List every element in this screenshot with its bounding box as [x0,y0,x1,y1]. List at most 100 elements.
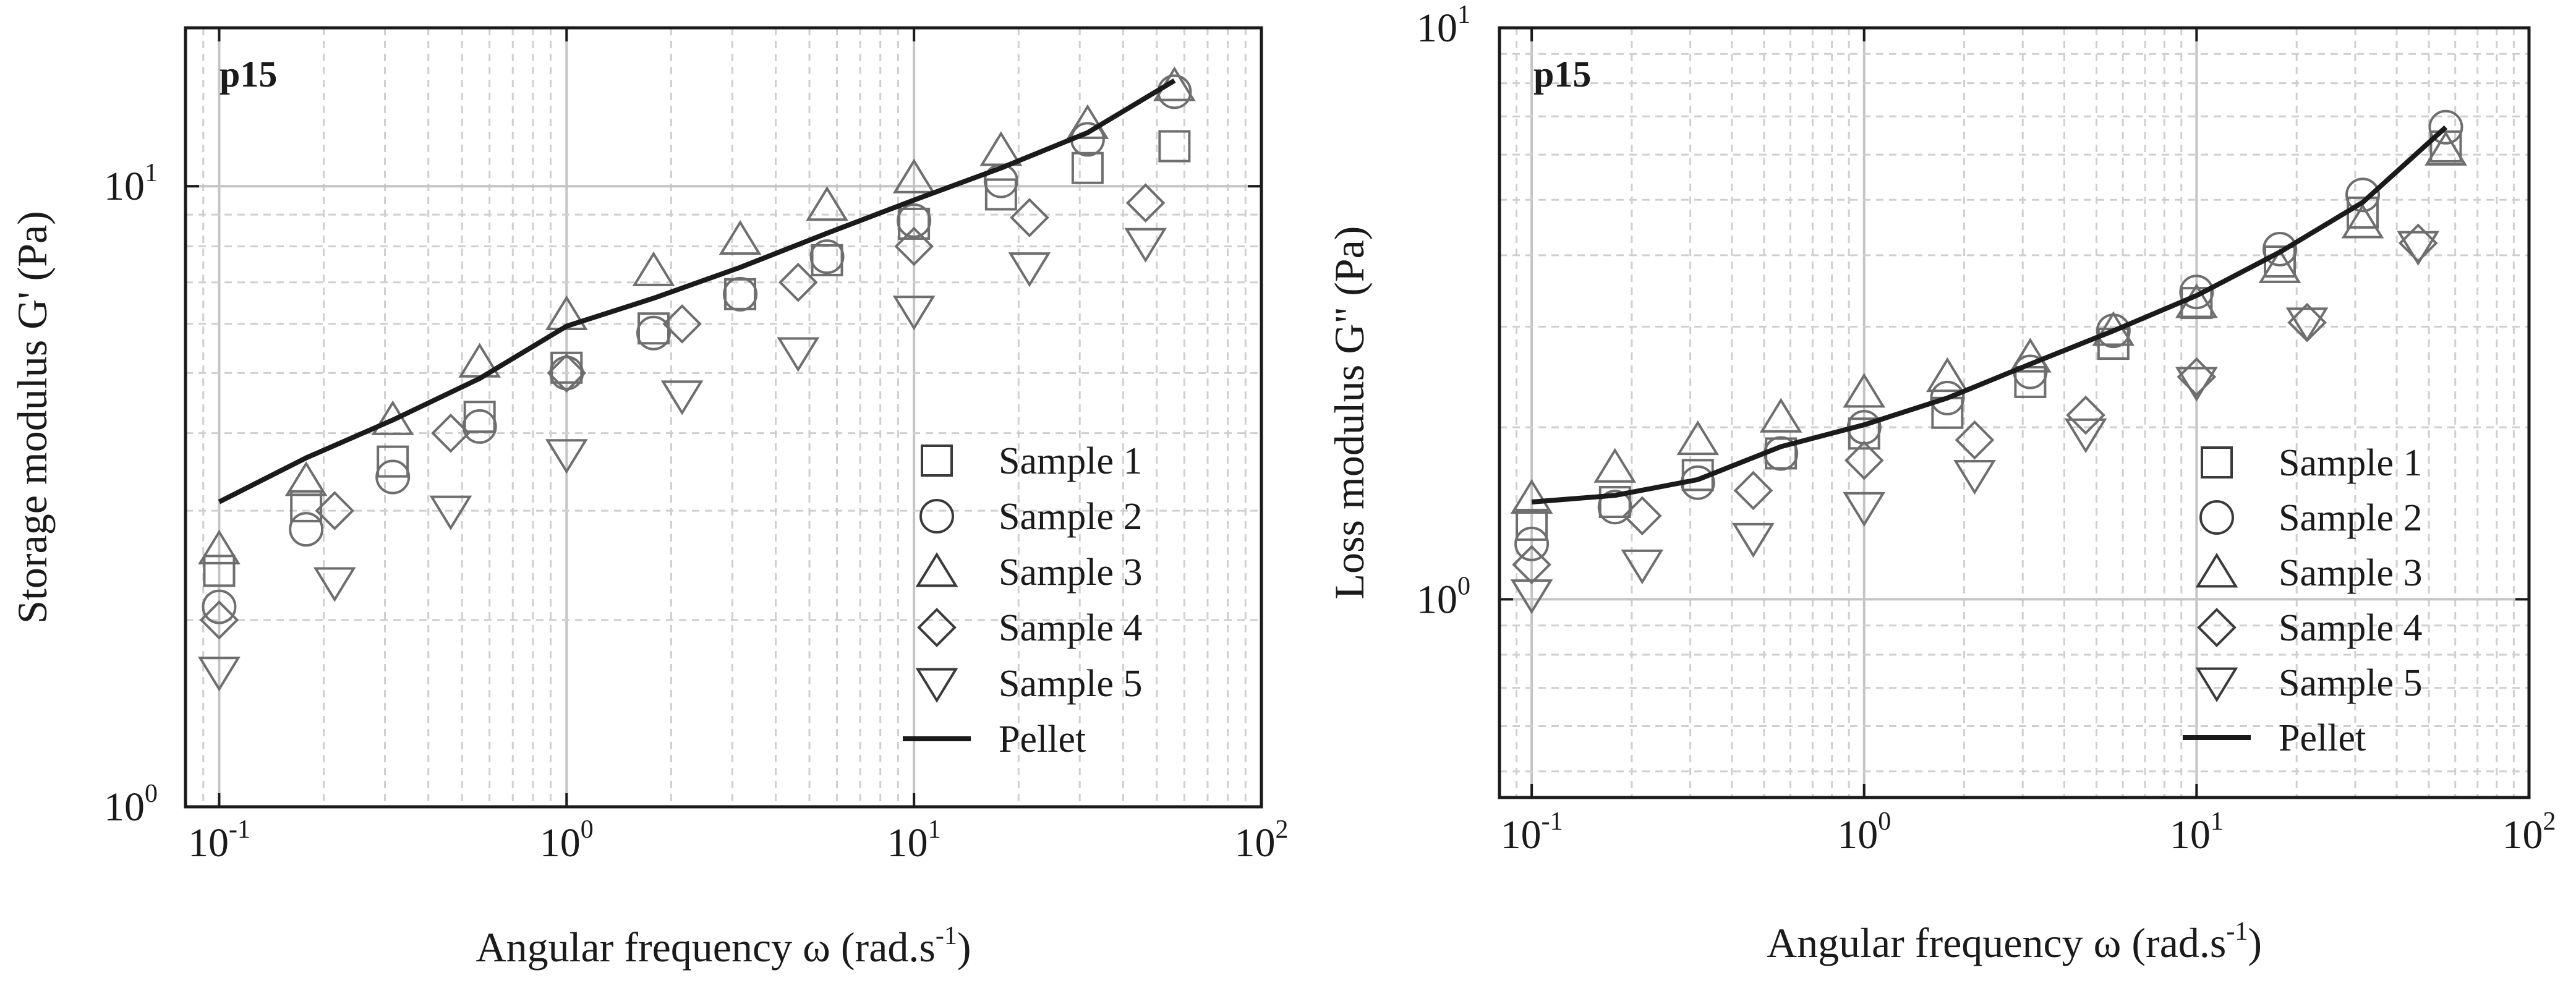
legend-marker [915,552,958,587]
data-point [1066,104,1109,139]
x-axis-label-end: ) [957,924,971,971]
legend-entry: Sample 5 [2195,662,2422,704]
y-tick-exponent: 1 [1457,1,1470,29]
x-axis-label-sup: -1 [936,922,957,950]
x-tick-base: 10 [1235,820,1276,866]
legend-label: Sample 4 [999,607,1142,649]
data-point [2175,367,2218,402]
legend-entry: Sample 2 [2199,497,2422,539]
series-sample-4 [1512,223,2438,585]
legend-label: Sample 2 [2279,497,2422,539]
panel-label: p15 [220,54,277,95]
series-sample-5 [198,228,1167,692]
data-point [777,337,820,372]
data-point [892,158,936,194]
data-point [371,400,414,435]
series-sample-5 [1510,231,2440,615]
data-point [289,512,324,547]
legend-label: Sample 3 [2279,552,2422,594]
data-point [724,278,757,310]
data-point [1597,490,1632,525]
data-point [1955,420,1995,460]
data-point [462,409,497,444]
series-sample-2 [1514,109,2463,561]
x-tick-base: 10 [2170,812,2211,857]
data-point [636,315,671,351]
data-point [545,439,588,474]
data-point [2345,177,2381,213]
x-tick-label: 101 [2170,807,2224,857]
data-point [463,401,496,433]
data-point [1071,151,1104,184]
legend-entry: Sample 3 [915,551,1142,593]
legend-label: Pellet [999,718,1086,760]
data-point [429,495,472,530]
x-tick-base: 10 [887,820,928,866]
data-point [1510,579,1553,615]
data-point [284,461,328,496]
legend-marker [917,608,957,647]
legend-label: Sample 1 [999,440,1142,482]
x-tick-exponent: 2 [2543,807,2556,836]
data-point [2285,307,2329,342]
legend-label: Sample 3 [999,551,1142,593]
y-tick-exponent: 0 [145,780,158,808]
data-point [1953,459,1996,495]
series-pellet [218,78,1176,504]
data-point [1843,491,1886,527]
data-point [2425,130,2467,166]
legend-marker [2197,608,2237,647]
series-sample-4 [199,183,1166,640]
data-point [1926,357,1969,393]
x-tick-base: 10 [1501,812,1542,857]
y-tick-base: 10 [104,785,145,830]
x-tick-label: 100 [540,815,594,866]
x-tick-base: 10 [2502,812,2543,857]
data-point [2014,365,2047,398]
data-point [1733,470,1773,511]
legend-entry: Sample 4 [917,607,1142,649]
data-point [723,276,758,312]
data-point [1516,508,1548,541]
y-axis-label: Storage modulus G' (Pa) [9,211,56,624]
data-point [549,355,584,391]
legend-marker [2199,500,2234,535]
data-point [1008,252,1051,287]
legend-entry: Sample 3 [2195,552,2422,594]
x-tick-exponent: 0 [1878,807,1891,836]
data-point [897,203,932,238]
y-axis-label: Loss modulus G" (Pa) [1326,226,1373,600]
series-sample-2 [202,74,1192,624]
y-tick-base: 10 [1417,6,1457,51]
y-tick-label: 101 [104,159,158,209]
legend-entry: Sample 4 [2197,607,2422,649]
series-sample-3 [198,66,1196,564]
data-point [2428,109,2463,145]
x-axis-label-main: Angular frequency ω (rad.s [1767,919,2226,966]
legend-marker [915,668,958,703]
legend-entry: Pellet [903,718,1086,760]
legend-entry: Sample 5 [915,663,1142,705]
data-point [315,491,355,530]
data-point [1514,526,1550,561]
data-point [2009,338,2052,373]
x-tick-label: 101 [887,815,941,866]
x-tick-label: 10-1 [1501,807,1563,857]
data-point [1759,398,1802,433]
data-point [979,131,1023,166]
legend-label: Sample 1 [2279,442,2422,484]
x-tick-label: 102 [2502,807,2556,857]
legend-label: Sample 5 [999,663,1142,705]
x-axis-label: Angular frequency ω (rad.s-1) [476,922,971,971]
x-axis-label-sup: -1 [2226,917,2248,946]
y-tick-base: 10 [104,164,145,209]
legend-entry: Pellet [2183,717,2366,759]
y-tick-base: 10 [1417,577,1457,622]
x-axis-label-end: ) [2248,919,2262,966]
legend-entry: Sample 2 [919,496,1142,538]
legend-marker [2201,446,2233,479]
x-tick-label: 102 [1235,815,1289,866]
